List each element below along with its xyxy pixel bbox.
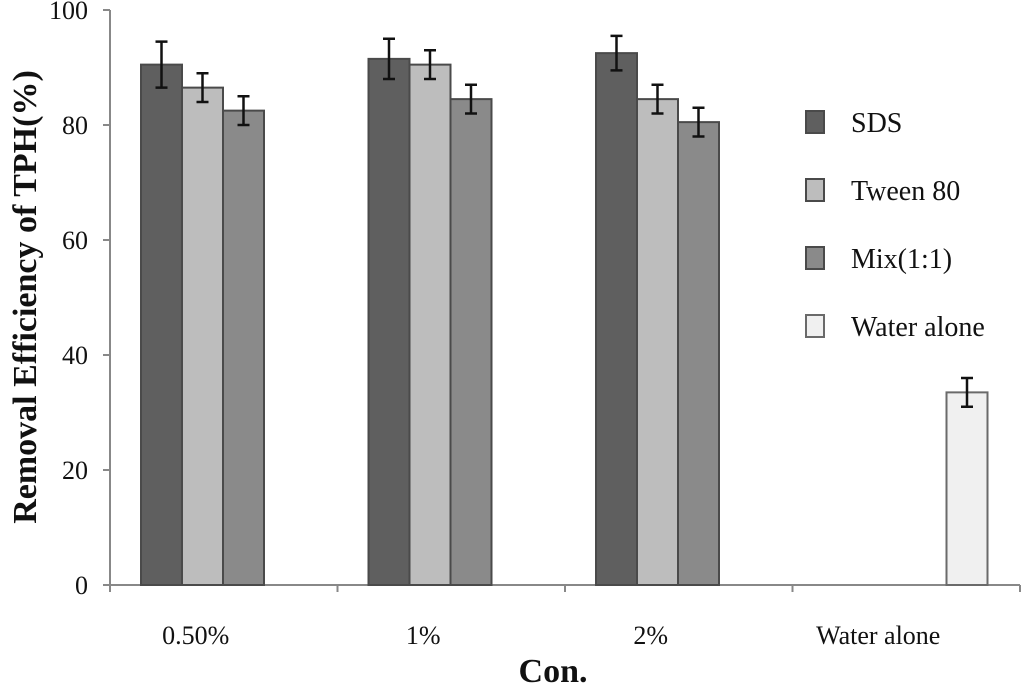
- y-tick-label: 40: [62, 341, 88, 370]
- legend-label: Tween 80: [851, 176, 960, 207]
- axis-ticks: 0 20 40 60 80 100 0.50% 1% 2% Water alone: [49, 0, 1021, 650]
- bar: [140, 63, 183, 586]
- y-tick-label: 100: [49, 0, 88, 25]
- x-tick-label: Water alone: [816, 621, 940, 650]
- bar: [181, 86, 224, 586]
- legend-swatch: [805, 178, 825, 202]
- bar: [367, 57, 411, 586]
- x-tick-label: 2%: [633, 621, 668, 650]
- x-tick-label: 0.50%: [162, 621, 229, 650]
- bar: [945, 391, 989, 586]
- y-axis-title: Removal Efficiency of TPH(%): [7, 70, 44, 524]
- legend-label: SDS: [851, 108, 902, 139]
- bar: [408, 63, 452, 586]
- legend-label: Mix(1:1): [851, 244, 952, 275]
- bar: [677, 121, 720, 586]
- bar: [595, 52, 638, 586]
- y-tick-label: 60: [62, 226, 88, 255]
- bar: [222, 109, 265, 586]
- x-tick-label: 1%: [406, 621, 441, 650]
- y-tick-label: 0: [75, 571, 88, 600]
- legend-swatch: [805, 110, 825, 134]
- legend: SDS Tween 80 Mix(1:1) Water alone: [805, 108, 985, 343]
- x-axis-title: Con.: [519, 653, 588, 690]
- legend-swatch: [805, 314, 825, 338]
- y-tick-label: 80: [62, 111, 88, 140]
- legend-swatch: [805, 246, 825, 270]
- legend-label: Water alone: [851, 312, 985, 343]
- y-tick-label: 20: [62, 456, 88, 485]
- bars: [140, 34, 989, 586]
- bar: [636, 98, 679, 586]
- bar: [449, 98, 493, 586]
